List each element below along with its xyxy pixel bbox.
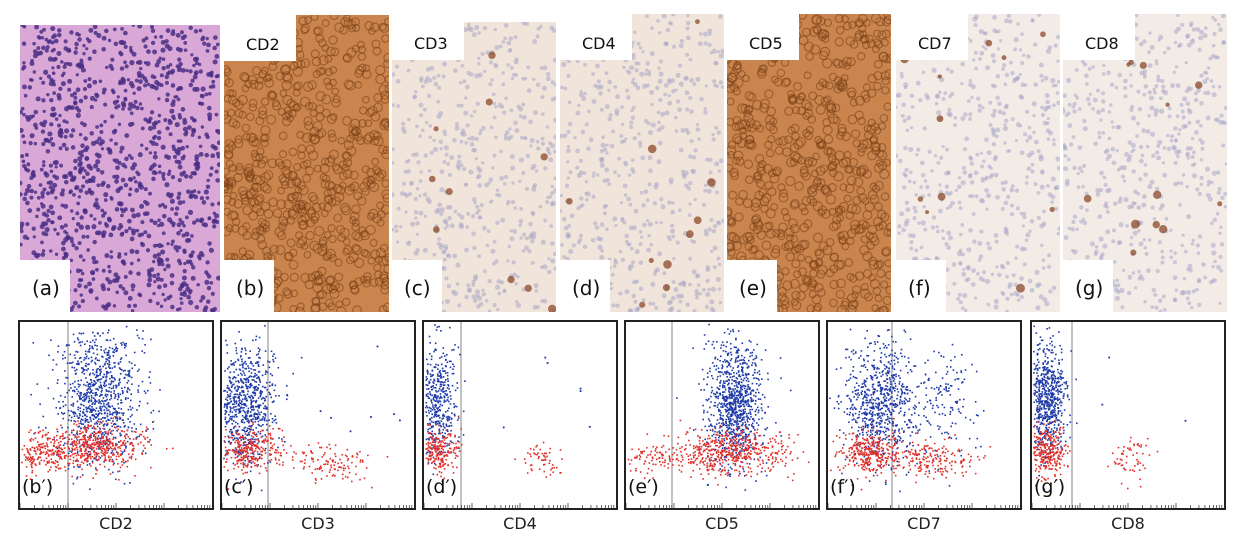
panel-label-f: (f) — [896, 260, 946, 312]
flow-plot-d2: (d′) CD4 — [422, 320, 618, 545]
flow-plot-e2: (e′) CD5 — [624, 320, 820, 545]
panel-label-d: (d) — [560, 260, 610, 312]
panel-label-b: (b) — [224, 260, 274, 312]
panel-label-a: (a) — [20, 260, 70, 312]
stain-label-d: CD4 — [560, 14, 632, 60]
flow-axis-title-b2: CD2 — [99, 514, 133, 533]
flow-panel-label-b2: (b′) — [22, 476, 54, 498]
panel-label-c: (c) — [392, 260, 442, 312]
stain-label-g: CD8 — [1063, 14, 1135, 60]
flow-plot-g2: (g′) CD8 — [1030, 320, 1226, 545]
flow-axis-title-d2: CD4 — [503, 514, 537, 533]
flow-panel-label-e2: (e′) — [628, 476, 659, 498]
flow-axis-title-f2: CD7 — [907, 514, 941, 533]
flow-axis-title-e2: CD5 — [705, 514, 739, 533]
micrograph-c — [392, 22, 556, 312]
flow-plot-b2: (b′) CD2 — [18, 320, 214, 545]
flow-panel-label-g2: (g′) — [1034, 476, 1066, 498]
stain-label-c: CD3 — [392, 14, 464, 60]
panel-label-g: (g) — [1063, 260, 1113, 312]
stain-label-e: CD5 — [727, 14, 799, 60]
flow-panel-label-c2: (c′) — [224, 476, 254, 498]
flow-axis-title-c2: CD3 — [301, 514, 335, 533]
panel-label-e: (e) — [727, 260, 777, 312]
flow-plot-f2: (f′) CD7 — [826, 320, 1022, 545]
stain-label-b: CD2 — [224, 15, 296, 61]
stain-label-f: CD7 — [896, 14, 968, 60]
flow-panel-label-d2: (d′) — [426, 476, 458, 498]
flow-panel-label-f2: (f′) — [830, 476, 856, 498]
flow-axis-title-g2: CD8 — [1111, 514, 1145, 533]
flow-plot-c2: (c′) CD3 — [220, 320, 416, 545]
